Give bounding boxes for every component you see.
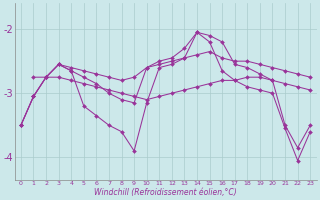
X-axis label: Windchill (Refroidissement éolien,°C): Windchill (Refroidissement éolien,°C) bbox=[94, 188, 237, 197]
